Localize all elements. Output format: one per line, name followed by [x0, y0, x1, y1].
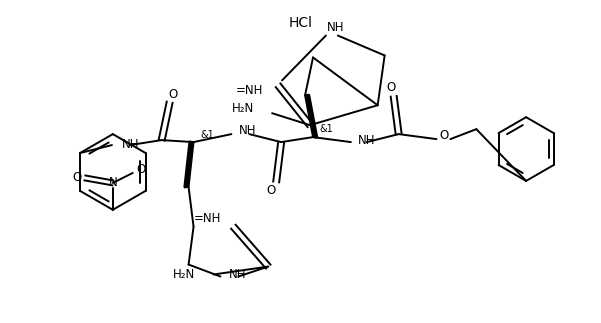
Text: O: O: [267, 184, 276, 197]
Text: H₂N: H₂N: [232, 102, 254, 115]
Text: NH: NH: [228, 268, 246, 281]
Text: &1: &1: [319, 124, 333, 134]
Text: O: O: [72, 172, 82, 184]
Text: NH: NH: [122, 138, 139, 151]
Text: N: N: [108, 176, 117, 189]
Text: O: O: [386, 81, 395, 94]
Text: HCl: HCl: [288, 16, 313, 30]
Text: &1: &1: [201, 130, 215, 140]
Text: NH: NH: [327, 21, 344, 34]
Text: =NH: =NH: [194, 212, 221, 225]
Text: NH: NH: [239, 124, 257, 137]
Text: O: O: [168, 88, 177, 101]
Text: O: O: [136, 163, 145, 176]
Text: =NH: =NH: [236, 84, 263, 97]
Text: NH: NH: [358, 134, 376, 147]
Text: H₂N: H₂N: [173, 268, 195, 281]
Text: O: O: [440, 129, 449, 141]
